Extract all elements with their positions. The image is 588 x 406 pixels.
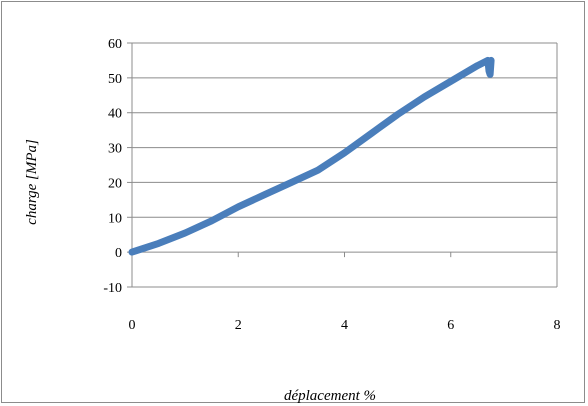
- y-axis-title: charge [MPa]: [24, 139, 40, 225]
- x-axis-title: déplacement %: [284, 388, 376, 404]
- y-tick-label: 40: [108, 107, 122, 122]
- y-tick-label: 0: [115, 246, 122, 261]
- y-tick-label: 60: [108, 37, 122, 52]
- gridlines: [132, 42, 557, 288]
- axes: [127, 42, 558, 288]
- y-tick-label: 30: [108, 142, 122, 157]
- series-layer: [128, 56, 495, 256]
- x-tick-label: 8: [554, 318, 561, 333]
- y-tick-label: 50: [108, 72, 122, 87]
- x-tick-label: 6: [447, 318, 454, 333]
- y-tick-label: 20: [108, 176, 122, 191]
- y-tick-label: -10: [103, 281, 122, 296]
- tick-labels: -10 0 10 20 30 40 50 60 0 2 4 6 8: [103, 37, 560, 333]
- series-line: [128, 56, 495, 256]
- x-tick-label: 4: [341, 318, 348, 333]
- x-tick-label: 0: [129, 318, 136, 333]
- x-tick-label: 2: [235, 318, 242, 333]
- y-tick-label: 10: [108, 211, 122, 226]
